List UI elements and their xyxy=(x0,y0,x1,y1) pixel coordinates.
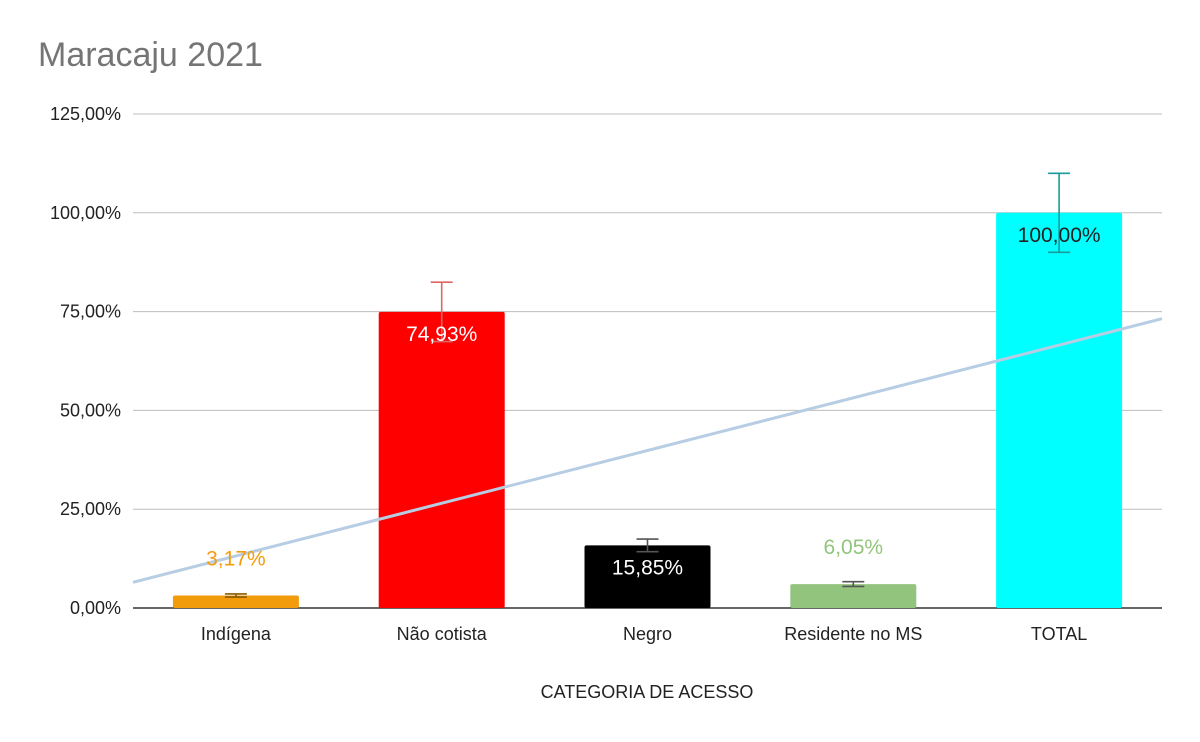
data-label: 100,00% xyxy=(1018,224,1101,247)
data-labels: 3,17% 74,93% 15,85% 6,05% 100,00% xyxy=(206,224,1100,580)
data-label: 74,93% xyxy=(406,323,477,346)
category-label: Negro xyxy=(623,624,672,644)
data-label: 15,85% xyxy=(612,556,683,579)
bars xyxy=(172,212,1123,609)
data-label: 6,05% xyxy=(824,536,884,559)
category-label: Não cotista xyxy=(397,624,488,644)
category-label: Residente no MS xyxy=(784,624,922,644)
bar xyxy=(996,212,1123,609)
data-label: 3,17% xyxy=(206,547,266,570)
trendline xyxy=(132,317,1163,584)
bar xyxy=(790,584,917,608)
y-tick-label: 50,00% xyxy=(60,400,121,420)
category-label: Indígena xyxy=(201,624,272,644)
bar xyxy=(584,545,711,608)
gridlines xyxy=(133,113,1162,609)
category-labels: Indígena Não cotista Negro Residente no MS T… xyxy=(201,624,1087,644)
error-bars xyxy=(224,172,1071,598)
chart-title: Maracaju 2021 xyxy=(38,36,263,74)
y-tick-label: 75,00% xyxy=(60,302,121,322)
y-tick-label: 125,00% xyxy=(50,104,121,124)
x-axis-title: CATEGORIA DE ACESSO xyxy=(541,682,754,702)
bar xyxy=(378,311,505,608)
trendline-line xyxy=(132,317,1163,584)
y-tick-label: 0,00% xyxy=(70,598,121,618)
y-tick-label: 100,00% xyxy=(50,203,121,223)
category-label: TOTAL xyxy=(1031,624,1087,644)
bar xyxy=(172,595,299,608)
y-axis-tick-labels: 0,00% 25,00% 50,00% 75,00% 100,00% 125,00% xyxy=(50,104,121,618)
y-tick-label: 25,00% xyxy=(60,499,121,519)
